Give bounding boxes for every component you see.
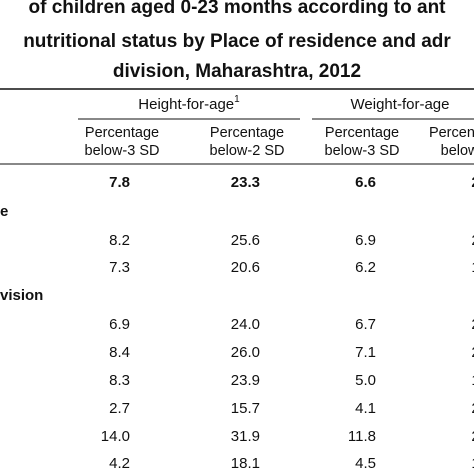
cell: 25.6 bbox=[231, 232, 260, 249]
cell: 6.9 bbox=[109, 316, 130, 333]
cell: 6.9 bbox=[355, 232, 376, 249]
cell: 23.3 bbox=[231, 174, 260, 191]
title-line: of children aged 0-23 months according t… bbox=[29, 0, 447, 18]
cell: 7.3 bbox=[109, 259, 130, 276]
cell: 6.2 bbox=[355, 259, 376, 276]
column-header: Percentage bbox=[210, 125, 284, 141]
cell: 20.6 bbox=[231, 259, 260, 276]
cell: 24.0 bbox=[231, 316, 260, 333]
group-header: Height-for-age1 bbox=[138, 94, 240, 113]
cell: 29 bbox=[471, 316, 474, 333]
cell: 26.0 bbox=[231, 344, 260, 361]
column-header: below-2 SD bbox=[210, 143, 285, 159]
footnote-mark: 1 bbox=[234, 94, 240, 105]
cell: 6.7 bbox=[355, 316, 376, 333]
cell: 11.8 bbox=[348, 428, 376, 445]
row-label: vision bbox=[0, 287, 43, 304]
cell: 7.8 bbox=[109, 174, 130, 191]
cell: 6.6 bbox=[355, 174, 376, 191]
cell: 4.2 bbox=[109, 455, 130, 472]
cell: 2.7 bbox=[109, 400, 130, 417]
cell: 8.2 bbox=[109, 232, 130, 249]
column-header: below-3 SD bbox=[85, 143, 160, 159]
cell: 25 bbox=[471, 232, 474, 249]
cell: 15.7 bbox=[231, 400, 260, 417]
group-header-label: Height-for-age bbox=[138, 96, 234, 113]
cell: 23.9 bbox=[231, 372, 260, 389]
cell: 14.0 bbox=[101, 428, 130, 445]
cell: 8.3 bbox=[109, 372, 130, 389]
cell: 4.5 bbox=[355, 455, 376, 472]
title-line: division, Maharashtra, 2012 bbox=[113, 61, 361, 82]
column-header: below- bbox=[441, 143, 474, 159]
cell: 18 bbox=[471, 455, 474, 472]
column-header: below-3 SD bbox=[325, 143, 400, 159]
column-header: Percentage bbox=[85, 125, 159, 141]
cell: 19 bbox=[471, 372, 474, 389]
cell: 22 bbox=[471, 174, 474, 191]
cell: 4.1 bbox=[355, 400, 376, 417]
column-header: Percentag bbox=[429, 125, 474, 141]
title-line: nutritional status by Place of residence… bbox=[23, 31, 451, 52]
group-header: Weight-for-age bbox=[351, 96, 450, 113]
cell: 25 bbox=[471, 400, 474, 417]
cell: 19 bbox=[471, 259, 474, 276]
cell: 8.4 bbox=[109, 344, 130, 361]
cell: 18.1 bbox=[231, 455, 260, 472]
cell: 20 bbox=[471, 344, 474, 361]
cell: 5.0 bbox=[355, 372, 376, 389]
cell: 31.9 bbox=[231, 428, 260, 445]
column-header: Percentage bbox=[325, 125, 399, 141]
group-header-label: Weight-for-age bbox=[351, 96, 450, 113]
row-label: e bbox=[0, 203, 8, 220]
cell: 7.1 bbox=[355, 344, 376, 361]
cell: 29 bbox=[471, 428, 474, 445]
